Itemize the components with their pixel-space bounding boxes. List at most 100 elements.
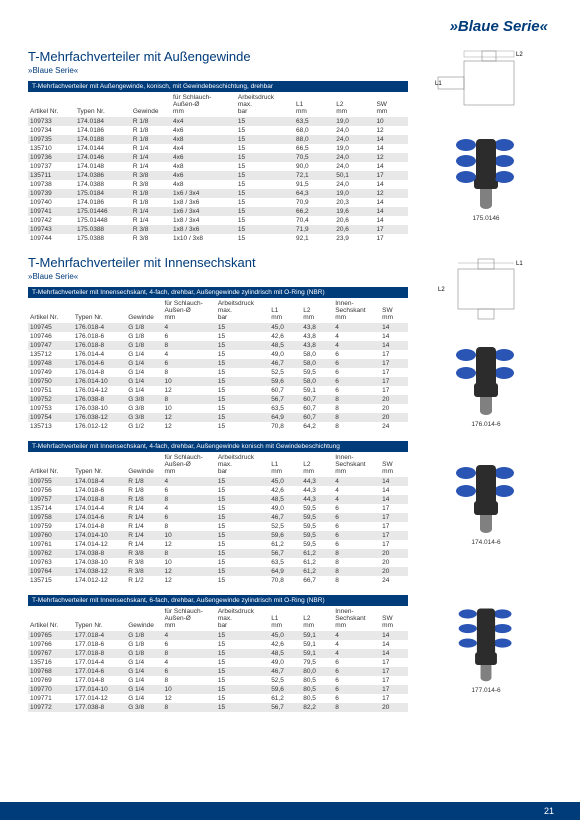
- table-cell: 174.014-12: [73, 540, 126, 549]
- table-cell: G 1/4: [126, 359, 162, 368]
- table-cell: 59,5: [301, 531, 333, 540]
- col-header: L2mm: [334, 92, 374, 117]
- table-cell: 109743: [28, 225, 75, 234]
- table-cell: R 1/4: [126, 522, 162, 531]
- table-row: 109747176.018-8G 1/881548,543,8414: [28, 341, 408, 350]
- table-cell: 60,7: [269, 386, 301, 395]
- table-cell: 44,3: [301, 486, 333, 495]
- table-cell: R 1/4: [126, 504, 162, 513]
- col-header: Innen-Sechskantmm: [333, 606, 380, 631]
- table-cell: 175.0184: [75, 189, 131, 198]
- table-cell: 88,0: [294, 135, 334, 144]
- table-cell: 4x6: [171, 126, 236, 135]
- table-cell: 109744: [28, 234, 75, 243]
- table-cell: 61,2: [301, 567, 333, 576]
- svg-text:L1: L1: [435, 81, 442, 87]
- table-cell: 61,2: [269, 540, 301, 549]
- col-header: für Schlauch-Außen-Ømm: [162, 298, 215, 323]
- table-cell: 109740: [28, 198, 75, 207]
- table-cell: 44,3: [301, 477, 333, 486]
- table-cell: 12: [162, 422, 215, 431]
- table-cell: 4: [333, 323, 380, 332]
- table-cell: 174.038-8: [73, 549, 126, 558]
- table-row: 109749176.014-8G 1/481552,559,5617: [28, 368, 408, 377]
- col-header: Artikel Nr.: [28, 452, 73, 477]
- col-header: L1mm: [294, 92, 334, 117]
- table-cell: 15: [216, 558, 269, 567]
- table-cell: 135712: [28, 350, 73, 359]
- table-cell: 52,5: [269, 522, 301, 531]
- table-cell: G 1/4: [126, 368, 162, 377]
- section2-table2: Artikel Nr.Typen Nr.Gewindefür Schlauch-…: [28, 452, 408, 585]
- table-cell: 79,5: [301, 658, 333, 667]
- table-cell: G 1/8: [126, 332, 162, 341]
- table-cell: 109766: [28, 640, 73, 649]
- table-cell: 176.018-8: [73, 341, 126, 350]
- table-cell: 1x8 / 3x6: [171, 225, 236, 234]
- table-cell: 15: [216, 341, 269, 350]
- table-cell: 109735: [28, 135, 75, 144]
- table-cell: R 3/8: [131, 225, 171, 234]
- table-cell: 12: [374, 189, 408, 198]
- table-cell: 20: [380, 703, 408, 712]
- table-cell: 4: [333, 477, 380, 486]
- col-header: Arbeitsdruckmax.bar: [216, 298, 269, 323]
- table-cell: 176.038-10: [73, 404, 126, 413]
- table-cell: 176.014-8: [73, 368, 126, 377]
- table-row: 109740174.0186R 1/81x8 / 3x61570,920,314: [28, 198, 408, 207]
- table-cell: 135713: [28, 422, 73, 431]
- table-cell: 109767: [28, 649, 73, 658]
- table-cell: 6: [333, 386, 380, 395]
- table-cell: 15: [216, 486, 269, 495]
- table-cell: G 1/8: [126, 341, 162, 350]
- table-cell: 72,1: [294, 171, 334, 180]
- table-cell: 8: [162, 368, 215, 377]
- table-cell: 15: [216, 531, 269, 540]
- table-cell: 24,0: [334, 135, 374, 144]
- table-cell: 20: [380, 395, 408, 404]
- table-cell: 59,6: [269, 531, 301, 540]
- table-cell: 43,8: [301, 323, 333, 332]
- table-cell: 12: [162, 576, 215, 585]
- table-cell: 174.038-10: [73, 558, 126, 567]
- table-row: 109751176.014-12G 1/4121560,759,1617: [28, 386, 408, 395]
- table-cell: 109737: [28, 162, 75, 171]
- table-cell: 43,8: [301, 341, 333, 350]
- table-cell: 175.01446: [75, 207, 131, 216]
- table-cell: 176.038-12: [73, 413, 126, 422]
- table-cell: 109769: [28, 676, 73, 685]
- col-header: Innen-Sechskantmm: [333, 298, 380, 323]
- table-cell: 14: [380, 640, 408, 649]
- table-cell: 50,1: [334, 171, 374, 180]
- table-cell: 15: [216, 567, 269, 576]
- col-header: Gewinde: [126, 606, 162, 631]
- table-cell: 10: [162, 404, 215, 413]
- table-cell: 20: [380, 558, 408, 567]
- table-cell: 48,5: [269, 649, 301, 658]
- table-cell: 174.0184: [75, 117, 131, 126]
- table-cell: 70,8: [269, 576, 301, 585]
- table-cell: 175.0388: [75, 234, 131, 243]
- table-cell: 10: [162, 531, 215, 540]
- col-header: L2mm: [301, 298, 333, 323]
- table-cell: 109754: [28, 413, 73, 422]
- table-cell: 8: [333, 703, 380, 712]
- table-cell: 176.012-12: [73, 422, 126, 431]
- table-cell: 1x10 / 3x8: [171, 234, 236, 243]
- table-cell: 175.0388: [75, 225, 131, 234]
- table-cell: 15: [216, 694, 269, 703]
- table-cell: G 1/2: [126, 422, 162, 431]
- table-cell: 177.014-8: [73, 676, 126, 685]
- table-cell: 24,0: [334, 162, 374, 171]
- table-row: 109766177.018-6G 1/861542,659,1414: [28, 640, 408, 649]
- table-row: 109758174.014-6R 1/461546,759,5617: [28, 513, 408, 522]
- table-cell: 17: [374, 225, 408, 234]
- table-cell: 4: [162, 631, 215, 640]
- table-cell: 80,5: [301, 694, 333, 703]
- table-cell: 174.014-4: [73, 504, 126, 513]
- table-cell: 68,0: [294, 126, 334, 135]
- table-cell: 91,5: [294, 180, 334, 189]
- table-cell: 64,2: [301, 422, 333, 431]
- table-row: 109754176.038-12G 3/8121564,960,7820: [28, 413, 408, 422]
- table-cell: 46,7: [269, 359, 301, 368]
